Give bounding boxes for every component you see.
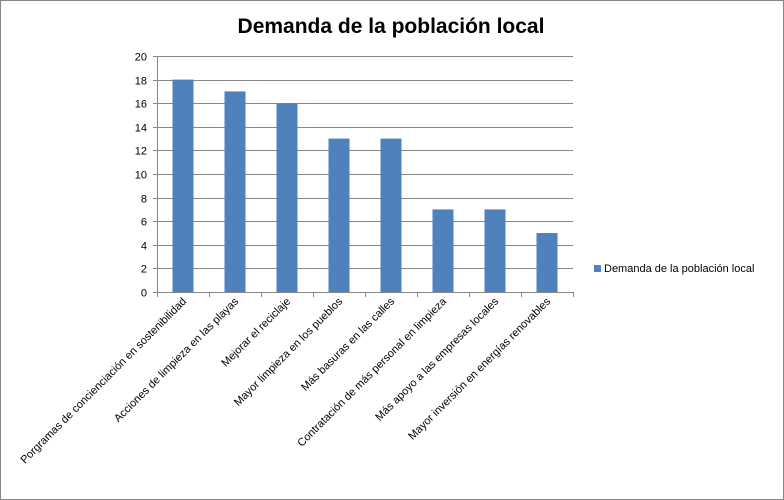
y-tick-label: 20 [135, 52, 147, 64]
x-axis: Porgramas de concienciación en sostenibi… [18, 292, 574, 466]
y-tick-label: 6 [141, 217, 147, 229]
bar [380, 138, 402, 292]
bar [432, 209, 454, 292]
bar [328, 138, 350, 292]
bar [484, 209, 506, 292]
bar [276, 103, 298, 292]
gridlines [157, 56, 573, 293]
y-tick-label: 16 [135, 99, 147, 111]
y-tick-label: 2 [141, 264, 147, 276]
bar [536, 233, 558, 292]
bars [172, 79, 558, 293]
legend-label: Demanda de la población local [604, 263, 754, 275]
y-tick-label: 18 [135, 76, 147, 88]
legend: Demanda de la población local [594, 263, 754, 275]
chart-title: Demanda de la población local [238, 15, 545, 38]
bar [224, 91, 246, 293]
y-tick-label: 12 [135, 146, 147, 158]
y-tick-label: 14 [135, 123, 147, 135]
y-tick-label: 4 [141, 241, 147, 253]
bar [172, 79, 194, 292]
y-tick-label: 8 [141, 194, 147, 206]
y-tick-label: 0 [141, 288, 147, 300]
legend-swatch [594, 265, 601, 272]
x-category-label: Más basuras en las calles [299, 295, 397, 393]
x-category-label: Mayor limpieza en los pueblos [232, 295, 345, 408]
y-tick-label: 10 [135, 170, 147, 182]
y-axis: 0 2 4 6 8 10 12 14 16 18 20 [135, 52, 158, 300]
